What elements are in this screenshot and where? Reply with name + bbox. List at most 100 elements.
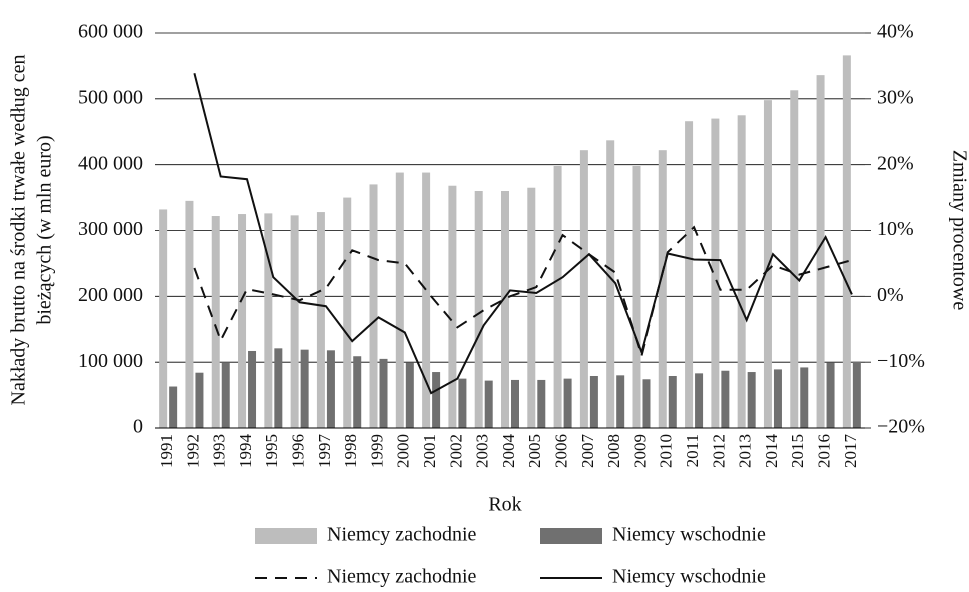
y2-axis-title: Zmiany procentowe: [948, 150, 969, 311]
x-axis-title: Rok: [488, 494, 521, 516]
bar: [668, 375, 677, 428]
bar: [326, 350, 335, 428]
bar: [579, 150, 588, 428]
bar: [484, 380, 493, 428]
y2-tick-label: −20%: [877, 416, 925, 438]
bar: [221, 362, 230, 428]
x-tick-label: 2002: [446, 434, 465, 468]
bar: [316, 212, 325, 428]
y2-tick-label: 40%: [877, 21, 914, 43]
line: [193, 72, 853, 395]
y-axis-title: Nakłady brutto na środki trwałe według c…: [8, 54, 30, 405]
bar: [826, 362, 835, 428]
bar: [395, 172, 404, 428]
y2-tick-label: 0%: [877, 284, 904, 306]
bar: [737, 115, 746, 429]
x-tick-label: 2006: [551, 434, 570, 468]
bar: [747, 372, 756, 428]
y2-tick-label: 10%: [877, 218, 914, 240]
x-tick-label: 1999: [367, 434, 386, 468]
bar: [816, 75, 825, 428]
bar: [238, 214, 247, 428]
bar: [511, 379, 519, 428]
bar: [248, 350, 257, 428]
bar: [159, 209, 168, 428]
legend-label: Niemcy wschodnie: [612, 524, 766, 546]
x-tick-label: 2016: [814, 434, 833, 468]
legend-label: Niemcy wschodnie: [612, 566, 766, 588]
legend-swatch: [540, 528, 602, 544]
bar: [422, 172, 431, 428]
bar: [695, 373, 704, 428]
bar: [474, 191, 483, 428]
y2-tick-label: −10%: [877, 350, 925, 372]
x-tick-label: 2017: [841, 434, 860, 469]
bar: [432, 372, 441, 428]
bar: [642, 379, 651, 428]
bar: [537, 379, 546, 428]
x-tick-label: 2012: [709, 434, 728, 468]
x-tick-label: 1996: [289, 434, 308, 468]
y-tick-label: 500 000: [78, 86, 143, 108]
bar: [353, 356, 362, 428]
y-axis-title: bieżących (w mln euro): [34, 135, 56, 324]
x-tick-label: 2008: [604, 434, 623, 468]
x-tick-label: 1991: [157, 434, 176, 468]
bar: [185, 200, 194, 428]
bar: [711, 118, 720, 428]
x-tick-label: 1995: [262, 434, 281, 468]
bar: [632, 165, 641, 428]
y-tick-label: 600 000: [78, 21, 143, 43]
bar: [616, 375, 625, 428]
x-tick-label: 1994: [236, 434, 255, 469]
bar: [763, 100, 772, 429]
bar: [852, 361, 861, 428]
bar: [343, 197, 352, 428]
legend-label: Niemcy zachodnie: [327, 566, 476, 588]
y2-tick-label: 30%: [877, 86, 914, 108]
x-tick-label: 2000: [394, 434, 413, 468]
x-tick-label: 2004: [499, 434, 518, 469]
y-tick-label: 400 000: [78, 152, 143, 174]
bar: [773, 369, 782, 428]
bar: [405, 362, 414, 428]
bar: [501, 191, 509, 428]
bar: [842, 55, 851, 429]
y-tick-label: 0: [133, 416, 143, 438]
x-tick-label: 2003: [473, 434, 492, 468]
bar: [721, 370, 730, 428]
bar: [169, 386, 178, 428]
bar: [563, 378, 572, 428]
x-tick-label: 2013: [736, 434, 755, 468]
bar: [790, 90, 799, 429]
x-tick-label: 2011: [683, 434, 702, 467]
x-tick-label: 1997: [315, 434, 334, 469]
x-tick-label: 2010: [657, 434, 676, 468]
bar: [527, 187, 536, 428]
y2-tick-label: 20%: [877, 152, 914, 174]
x-tick-label: 2001: [420, 434, 439, 468]
bar: [290, 215, 299, 428]
bar: [369, 184, 378, 428]
x-tick-label: 1998: [341, 434, 360, 468]
y-tick-label: 100 000: [78, 350, 143, 372]
legend-swatch: [255, 528, 317, 544]
x-tick-label: 2015: [788, 434, 807, 468]
x-tick-label: 2007: [578, 434, 597, 469]
legend-label: Niemcy zachodnie: [327, 524, 476, 546]
bar: [800, 367, 809, 428]
x-tick-label: 1992: [183, 434, 202, 468]
bar: [448, 185, 457, 428]
bar: [589, 375, 598, 428]
x-tick-label: 2009: [630, 434, 649, 468]
bar: [195, 372, 204, 428]
bar: [553, 165, 562, 428]
x-tick-label: 2005: [525, 434, 544, 468]
x-tick-label: 2014: [762, 434, 781, 469]
y-tick-label: 300 000: [78, 218, 143, 240]
x-tick-label: 1993: [210, 434, 229, 468]
bar: [211, 216, 220, 428]
y-tick-label: 200 000: [78, 284, 143, 306]
bar: [264, 213, 273, 428]
